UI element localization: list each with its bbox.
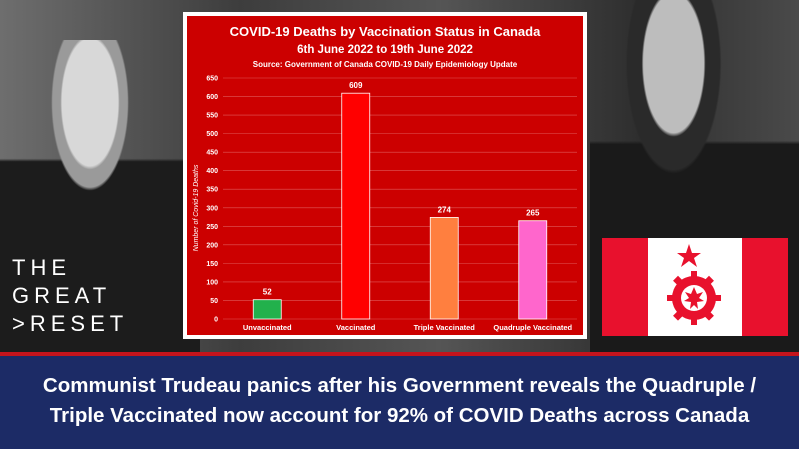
y-tick-label: 150 (206, 261, 218, 268)
y-axis-label: Number of Covid-19 Deaths (193, 164, 200, 251)
x-tick-label: Quadruple Vaccinated (493, 323, 572, 332)
y-tick-label: 100 (206, 279, 218, 286)
bar-triple-vaccinated (429, 217, 459, 320)
y-tick-label: 500 (206, 131, 218, 138)
bar-unvaccinated (252, 299, 282, 320)
logo-line-2: GREAT (12, 283, 112, 308)
y-tick-label: 650 (206, 76, 218, 83)
person-left-photo (0, 40, 200, 352)
bar-value-label: 274 (438, 205, 452, 214)
logo-line-3: >RESET (12, 310, 172, 338)
bar-vaccinated (341, 92, 371, 320)
chart-title: COVID-19 Deaths by Vaccination Status in… (230, 24, 541, 39)
y-tick-label: 250 (206, 224, 218, 231)
y-tick-label: 50 (210, 298, 218, 305)
x-tick-label: Unvaccinated (243, 323, 292, 332)
y-tick-label: 400 (206, 168, 218, 175)
communist-canada-flag (602, 238, 788, 336)
headline-line-2: Triple Vaccinated now account for 92% of… (49, 404, 750, 427)
flag-left-band (602, 238, 648, 336)
y-tick-label: 200 (206, 242, 218, 249)
banner-divider (0, 352, 799, 356)
x-tick-label: Vaccinated (336, 323, 376, 332)
y-tick-label: 350 (206, 187, 218, 194)
hammer-gear-emblem-icon (667, 244, 721, 325)
chart-subtitle: 6th June 2022 to 19th June 2022 (297, 44, 473, 56)
headline-line-1: Communist Trudeau panics after his Gover… (42, 374, 757, 397)
bar-value-label: 265 (526, 209, 540, 218)
y-tick-label: 300 (206, 205, 218, 212)
bar-value-label: 609 (349, 81, 363, 90)
y-tick-label: 600 (206, 94, 218, 101)
headline-banner: Communist Trudeau panics after his Gover… (0, 356, 799, 449)
chart-source: Source: Government of Canada COVID-19 Da… (253, 60, 518, 69)
flag-right-band (742, 238, 788, 336)
chart-area: COVID-19 Deaths by Vaccination Status in… (187, 16, 583, 335)
y-tick-label: 550 (206, 113, 218, 120)
chart-frame: COVID-19 Deaths by Vaccination Status in… (183, 12, 587, 339)
chevron-right-icon: > (12, 311, 30, 336)
bar-chart: COVID-19 Deaths by Vaccination Status in… (193, 24, 577, 332)
logo-line-3-text: RESET (29, 311, 129, 336)
bar-value-label: 52 (263, 288, 272, 297)
great-reset-logo: THE GREAT >RESET (12, 254, 172, 338)
x-tick-label: Triple Vaccinated (414, 323, 476, 332)
y-tick-label: 0 (214, 317, 218, 324)
logo-line-1: THE (12, 255, 71, 280)
y-tick-label: 450 (206, 150, 218, 157)
bar-quadruple-vaccinated (518, 220, 548, 320)
